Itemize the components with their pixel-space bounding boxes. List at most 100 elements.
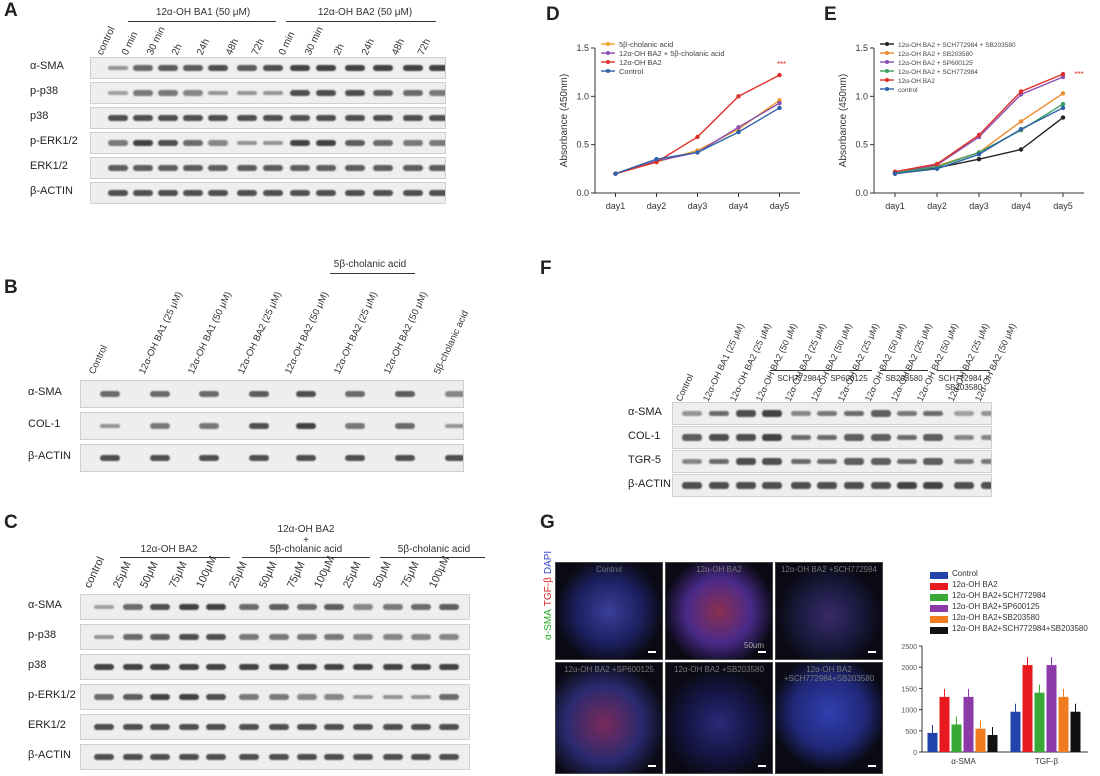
blot-band [395, 454, 415, 462]
micrograph-title: Control [596, 565, 622, 574]
inhibitor-label: SB203580 [885, 374, 923, 383]
blot-band [373, 64, 393, 72]
blot-band [897, 434, 917, 441]
legend-label: control [898, 87, 918, 94]
blot-strip [80, 654, 470, 680]
legend-marker [885, 87, 889, 91]
blot-band [183, 164, 203, 172]
legend-marker [885, 60, 889, 64]
blot-band [411, 634, 431, 640]
legend-label: 12α-OH BA2+SCH772984 [952, 591, 1046, 600]
legend-label: 12α-OH BA2 [898, 78, 935, 85]
blot-band [345, 189, 365, 197]
x-tick-label: day1 [606, 201, 626, 211]
blot-band [791, 482, 811, 489]
blot-band [290, 164, 310, 172]
blot-band [94, 694, 114, 700]
blot-band [709, 410, 729, 417]
panel-e-chart: 0.0 0.5 1.0 1.5 day1 day2 day3 day4 day5 Absorban… [838, 42, 1084, 211]
scale-bar [868, 651, 876, 653]
blot-band [817, 434, 837, 441]
blot-band [237, 140, 257, 146]
group-line [120, 557, 230, 558]
blot-strip [80, 624, 470, 650]
legend-swatch [930, 605, 948, 612]
blot-band [429, 64, 445, 72]
bar [1070, 711, 1081, 752]
blot-band [844, 482, 864, 489]
lane-label: 100μM [427, 554, 453, 590]
blot-row-label: p-ERK1/2 [30, 135, 78, 147]
scale-bar [758, 765, 766, 767]
lane-label: 50μM [138, 559, 161, 590]
blot-band [183, 140, 203, 146]
blot-strip [672, 474, 992, 497]
data-point [777, 72, 782, 78]
y-tick-label: 0.5 [576, 140, 589, 150]
data-point [1018, 147, 1024, 152]
bar [951, 724, 962, 752]
blot-row-label: α-SMA [28, 599, 62, 611]
blot-band [297, 694, 317, 700]
legend-label: 12α-OH BA2 [952, 580, 998, 589]
blot-band [133, 139, 153, 147]
data-point [736, 129, 741, 135]
lane-label: 2h [332, 42, 347, 57]
blot-band [682, 434, 702, 441]
data-point [1018, 127, 1024, 132]
blot-band [206, 633, 226, 641]
blot-row-label: p-p38 [28, 629, 57, 641]
legend-label: 12α-OH BA2 + SB203580 [898, 51, 973, 58]
blot-band [791, 434, 811, 441]
blot-band [133, 164, 153, 172]
lane-label: control [82, 554, 107, 590]
lane-label: 50μM [257, 559, 280, 590]
blot-band [923, 410, 943, 417]
group-label: 5β-cholanic acid [397, 544, 471, 555]
blot-band [183, 64, 203, 72]
blot-band [269, 603, 289, 611]
blot-band [762, 410, 782, 417]
blot-band [237, 164, 257, 172]
blot-band [954, 458, 974, 465]
blot-band [123, 753, 143, 761]
blot-band [373, 140, 393, 146]
blot-band [871, 410, 891, 417]
blot-band [429, 140, 445, 146]
blot-band [208, 164, 228, 172]
data-point [695, 150, 700, 155]
blot-band [445, 423, 463, 429]
blot-band [439, 663, 459, 671]
panel-g-label: G [540, 512, 555, 533]
x-tick-label: day1 [885, 201, 905, 211]
blot-band [290, 89, 310, 97]
blot-band [94, 663, 114, 671]
blot-band [439, 694, 459, 700]
blot-band [411, 723, 431, 731]
blot-band [709, 482, 729, 489]
blot-band [239, 663, 259, 671]
lane-label: 48h [224, 37, 242, 57]
blot-band [123, 604, 143, 610]
blot-band [897, 410, 917, 417]
panel-d-label: D [546, 4, 560, 25]
group-label: 12α-OH BA2 (50 μM) [317, 7, 413, 18]
lane-label: control [95, 25, 118, 57]
blot-band [383, 723, 403, 731]
blot-band [403, 114, 423, 122]
blot-band [324, 663, 344, 671]
legend-label: 12α-OH BA2+SB203580 [952, 613, 1040, 622]
blot-band [897, 482, 917, 489]
x-tick-label: day5 [1053, 201, 1073, 211]
blot-row-label: β-ACTIN [28, 749, 71, 761]
blot-band [179, 693, 199, 701]
blot-band [762, 482, 782, 489]
legend-swatch [930, 627, 948, 634]
blot-band [345, 139, 365, 147]
blot-band [269, 723, 289, 731]
y-tick-label: 2500 [901, 644, 917, 651]
blot-band [954, 434, 974, 441]
blot-band [158, 90, 178, 96]
blot-row-label: ERK1/2 [30, 160, 68, 172]
blot-band [324, 723, 344, 731]
